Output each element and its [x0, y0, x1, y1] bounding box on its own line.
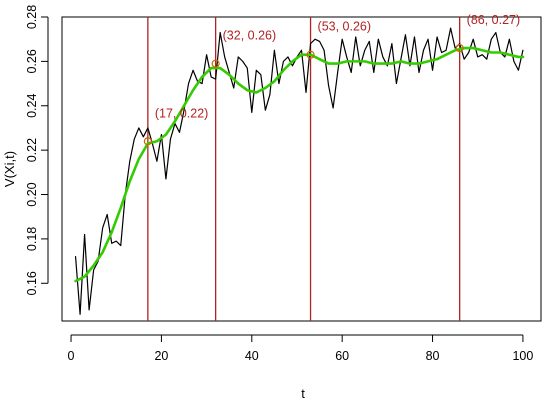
y-axis-label: V(Xi,t): [2, 151, 17, 187]
x-tick-label: 40: [245, 349, 259, 363]
plot-border: [61, 16, 542, 322]
y-tick-label: 0.22: [25, 138, 39, 162]
annotation-label: (17, 0.22): [155, 106, 209, 120]
x-axis-label: t: [301, 386, 305, 401]
smoothed-series-line: [74, 46, 525, 283]
annotation-marker: [211, 59, 220, 68]
y-tick-label: 0.28: [25, 5, 39, 29]
raw-series-line: [74, 27, 524, 315]
annotations: (17, 0.22) (32, 0.26) (53, 0.26) (86, 0.27): [143, 13, 521, 146]
y-axis: 0.16 0.18 0.20 0.22 0.24 0.26 0.28: [25, 5, 49, 295]
annotation-label: (86, 0.27): [467, 13, 521, 27]
annotation-marker: [455, 43, 464, 53]
x-axis: 0 20 40 60 80 100: [68, 334, 533, 363]
annotation-marker: [306, 50, 315, 59]
x-tick-label: 100: [512, 349, 533, 363]
y-tick-label: 0.18: [25, 227, 39, 251]
x-tick-label: 20: [154, 349, 168, 363]
x-tick-label: 0: [68, 349, 75, 363]
annotation-label: (32, 0.26): [223, 29, 277, 43]
y-tick-label: 0.24: [25, 94, 39, 118]
series-group: [74, 27, 525, 315]
annotation-marker: [143, 137, 152, 146]
y-tick-label: 0.20: [25, 182, 39, 206]
x-tick-label: 80: [426, 349, 440, 363]
y-tick-label: 0.26: [25, 49, 39, 73]
annotation-label: (53, 0.26): [318, 20, 372, 34]
x-tick-label: 60: [335, 349, 349, 363]
y-tick-label: 0.16: [25, 271, 39, 295]
